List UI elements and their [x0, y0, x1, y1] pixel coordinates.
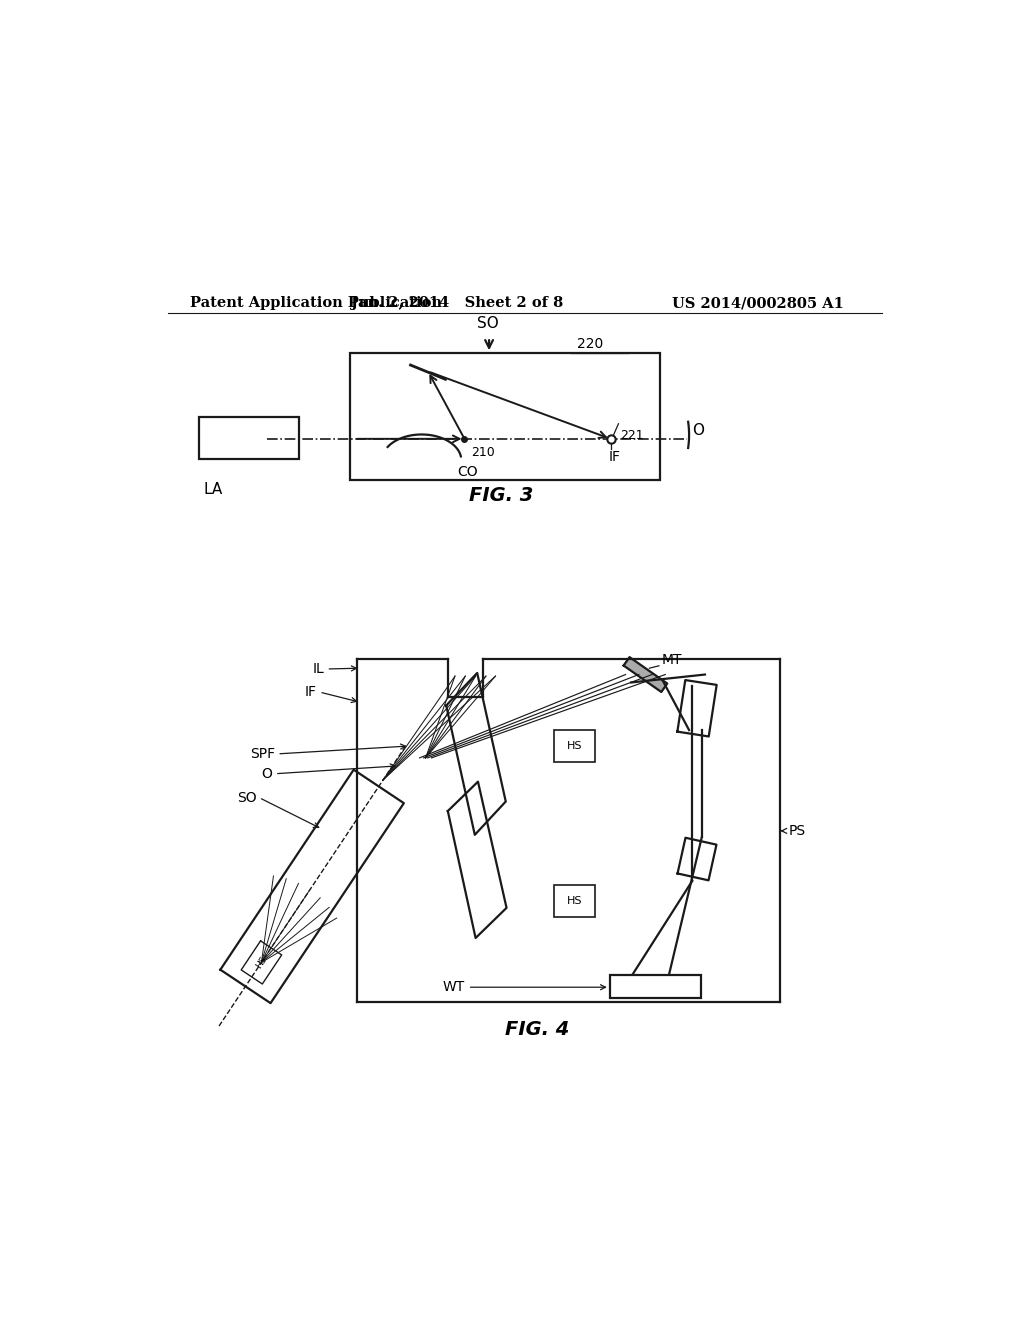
Polygon shape [624, 657, 668, 692]
Text: SO: SO [476, 315, 499, 331]
Text: FIG. 3: FIG. 3 [469, 487, 534, 506]
Bar [609, 974, 701, 998]
Bar [200, 417, 299, 458]
Bar [350, 354, 659, 480]
Text: IL: IL [312, 663, 324, 676]
Text: LA: LA [204, 482, 222, 498]
Text: HS: HS [567, 741, 583, 751]
Text: IF: IF [305, 685, 316, 700]
Text: US 2014/0002805 A1: US 2014/0002805 A1 [672, 296, 844, 310]
Text: WT: WT [443, 981, 465, 994]
Text: Patent Application Publication: Patent Application Publication [189, 296, 442, 310]
Text: HS: HS [254, 954, 268, 970]
Text: O: O [692, 424, 705, 438]
Text: PS: PS [788, 824, 806, 838]
Bar [554, 884, 595, 916]
Text: SO: SO [237, 791, 257, 805]
Text: 221: 221 [620, 429, 644, 441]
Text: IF: IF [608, 450, 621, 463]
Text: CO: CO [458, 465, 478, 479]
Text: 210: 210 [471, 446, 495, 459]
Text: FIG. 4: FIG. 4 [505, 1020, 569, 1039]
Text: O: O [261, 767, 272, 780]
Text: 220: 220 [578, 337, 603, 351]
Text: SPF: SPF [250, 747, 274, 760]
Bar [554, 730, 595, 762]
Text: HS: HS [567, 896, 583, 906]
Text: Jan. 2, 2014   Sheet 2 of 8: Jan. 2, 2014 Sheet 2 of 8 [351, 296, 563, 310]
Text: MT: MT [662, 652, 682, 667]
